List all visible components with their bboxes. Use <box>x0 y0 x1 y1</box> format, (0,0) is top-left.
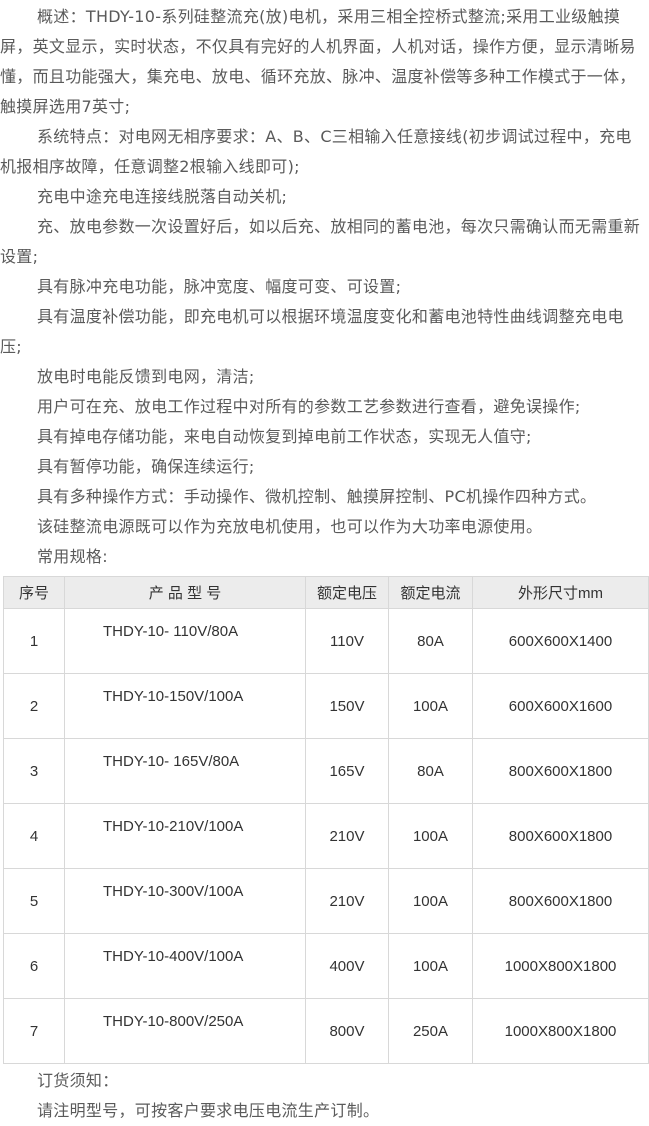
header-current: 额定电流 <box>388 576 473 609</box>
cell-model: THDY-10- 110V/80A <box>64 608 306 674</box>
header-index: 序号 <box>3 576 65 609</box>
table-row: 3 THDY-10- 165V/80A 165V 80A 800X600X1800 <box>3 738 649 804</box>
table-row: 5 THDY-10-300V/100A 210V 100A 800X600X1800 <box>3 868 649 934</box>
feature-item: 放电时电能反馈到电网，清洁; <box>37 367 255 386</box>
cell-model: THDY-10-210V/100A <box>64 803 306 869</box>
cell-current: 80A <box>388 738 473 804</box>
cell-voltage: 800V <box>305 998 389 1064</box>
feature-item: 该硅整流电源既可以作为充放电机使用，也可以作为大功率电源使用。 <box>37 517 543 536</box>
table-row: 4 THDY-10-210V/100A 210V 100A 800X600X1800 <box>3 803 649 869</box>
cell-dimensions: 800X600X1800 <box>472 803 649 869</box>
overview-paragraph: 概述：THDY-10-系列硅整流充(放)电机，采用三相全控桥式整流;采用工业级触… <box>0 7 636 116</box>
cell-dimensions: 800X600X1800 <box>472 868 649 934</box>
cell-current: 80A <box>388 608 473 674</box>
table-row: 7 THDY-10-800V/250A 800V 250A 1000X800X1800 <box>3 998 649 1064</box>
header-dimensions: 外形尺寸mm <box>472 576 649 609</box>
cell-voltage: 150V <box>305 673 389 739</box>
cell-current: 100A <box>388 933 473 999</box>
feature-item: 具有温度补偿功能，即充电机可以根据环境温度变化和蓄电池特性曲线调整充电电压; <box>0 307 624 356</box>
feature-item: 具有暂停功能，确保连续运行; <box>37 457 255 476</box>
specs-heading: 常用规格: <box>37 547 108 566</box>
table-row: 6 THDY-10-400V/100A 400V 100A 1000X800X1800 <box>3 933 649 999</box>
table-row: 1 THDY-10- 110V/80A 110V 80A 600X600X1400 <box>3 608 649 674</box>
cell-model: THDY-10-150V/100A <box>64 673 306 739</box>
cell-current: 250A <box>388 998 473 1064</box>
cell-dimensions: 1000X800X1800 <box>472 933 649 999</box>
feature-item: 具有掉电存储功能，来电自动恢复到掉电前工作状态，实现无人值守; <box>37 427 532 446</box>
feature-item: 具有脉冲充电功能，脉冲宽度、幅度可变、可设置; <box>37 277 402 296</box>
cell-index: 4 <box>3 803 65 869</box>
feature-item: 具有多种操作方式：手动操作、微机控制、触摸屏控制、PC机操作四种方式。 <box>37 487 597 506</box>
cell-current: 100A <box>388 803 473 869</box>
order-notes-text: 请注明型号，可按客户要求电压电流生产订制。 <box>37 1101 380 1120</box>
cell-voltage: 210V <box>305 803 389 869</box>
cell-index: 5 <box>3 868 65 934</box>
cell-voltage: 110V <box>305 608 389 674</box>
cell-voltage: 165V <box>305 738 389 804</box>
cell-index: 1 <box>3 608 65 674</box>
cell-index: 6 <box>3 933 65 999</box>
cell-model: THDY-10-800V/250A <box>64 998 306 1064</box>
cell-index: 7 <box>3 998 65 1064</box>
header-model: 产 品 型 号 <box>64 576 306 609</box>
feature-item: 充、放电参数一次设置好后，如以后充、放相同的蓄电池，每次只需确认而无需重新设置; <box>0 217 641 266</box>
cell-current: 100A <box>388 868 473 934</box>
cell-current: 100A <box>388 673 473 739</box>
spec-table: 序号 产 品 型 号 额定电压 额定电流 外形尺寸mm 1 THDY-10- 11… <box>3 576 649 1064</box>
feature-item: 充电中途充电连接线脱落自动关机; <box>37 187 288 206</box>
cell-index: 3 <box>3 738 65 804</box>
header-voltage: 额定电压 <box>305 576 389 609</box>
cell-voltage: 210V <box>305 868 389 934</box>
cell-dimensions: 1000X800X1800 <box>472 998 649 1064</box>
cell-dimensions: 600X600X1600 <box>472 673 649 739</box>
cell-model: THDY-10-300V/100A <box>64 868 306 934</box>
cell-index: 2 <box>3 673 65 739</box>
cell-model: THDY-10-400V/100A <box>64 933 306 999</box>
order-notes-heading: 订货须知： <box>37 1071 119 1090</box>
features-paragraph: 系统特点：对电网无相序要求：A、B、C三相输入任意接线(初步调试过程中，充电机报… <box>0 127 632 176</box>
description-text: 概述：THDY-10-系列硅整流充(放)电机，采用三相全控桥式整流;采用工业级触… <box>0 7 641 566</box>
cell-voltage: 400V <box>305 933 389 999</box>
cell-dimensions: 800X600X1800 <box>472 738 649 804</box>
cell-model: THDY-10- 165V/80A <box>64 738 306 804</box>
order-notes: 订货须知： 请注明型号，可按客户要求电压电流生产订制。 <box>0 1064 645 1126</box>
table-header-row: 序号 产 品 型 号 额定电压 额定电流 外形尺寸mm <box>3 576 649 609</box>
table-row: 2 THDY-10-150V/100A 150V 100A 600X600X1600 <box>3 673 649 739</box>
cell-dimensions: 600X600X1400 <box>472 608 649 674</box>
feature-item: 用户可在充、放电工作过程中对所有的参数工艺参数进行查看，避免误操作; <box>37 397 581 416</box>
